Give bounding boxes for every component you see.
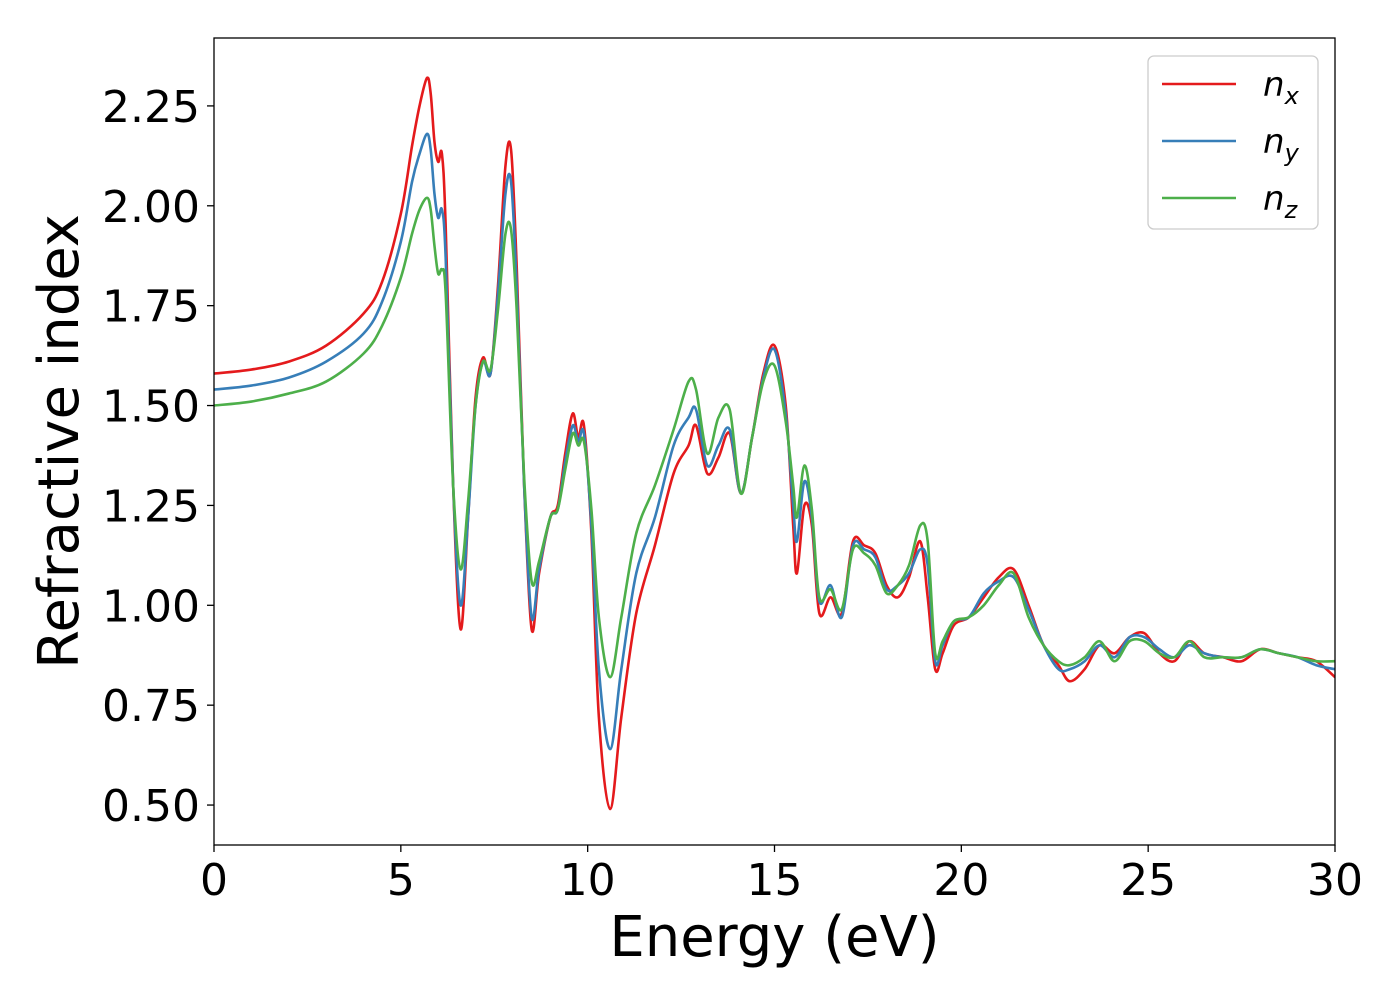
y-tick-label: 1.50 <box>102 382 200 433</box>
x-axis: 0 5 10 15 20 25 30 <box>200 845 1363 906</box>
y-tick-label: 1.00 <box>102 581 200 632</box>
y-tick-label: 1.25 <box>102 481 200 532</box>
x-axis-title: Energy (eV) <box>609 905 939 970</box>
legend-subscript: z <box>1284 196 1299 224</box>
y-tick-label: 2.25 <box>102 82 200 133</box>
legend-subscript: y <box>1284 139 1300 167</box>
x-tick-label: 20 <box>933 855 989 906</box>
y-tick-label: 2.00 <box>102 182 200 233</box>
y-tick-label: 0.75 <box>102 681 200 732</box>
x-tick-label: 10 <box>560 855 616 906</box>
legend-box <box>1147 55 1319 230</box>
y-axis-title: Refractive index <box>27 214 92 669</box>
legend-subscript: x <box>1284 82 1300 110</box>
series-layer <box>214 76 1335 811</box>
x-tick-label: 25 <box>1120 855 1176 906</box>
y-axis: 0.50 0.75 1.00 1.25 1.50 1.75 2.00 2.25 <box>102 82 214 832</box>
x-tick-label: 5 <box>387 855 415 906</box>
x-tick-label: 15 <box>747 855 803 906</box>
y-tick-label: 1.75 <box>102 282 200 333</box>
x-tick-label: 30 <box>1307 855 1363 906</box>
x-tick-label: 0 <box>200 855 228 906</box>
series-line-nz <box>214 196 1335 679</box>
y-tick-label: 0.50 <box>102 781 200 832</box>
